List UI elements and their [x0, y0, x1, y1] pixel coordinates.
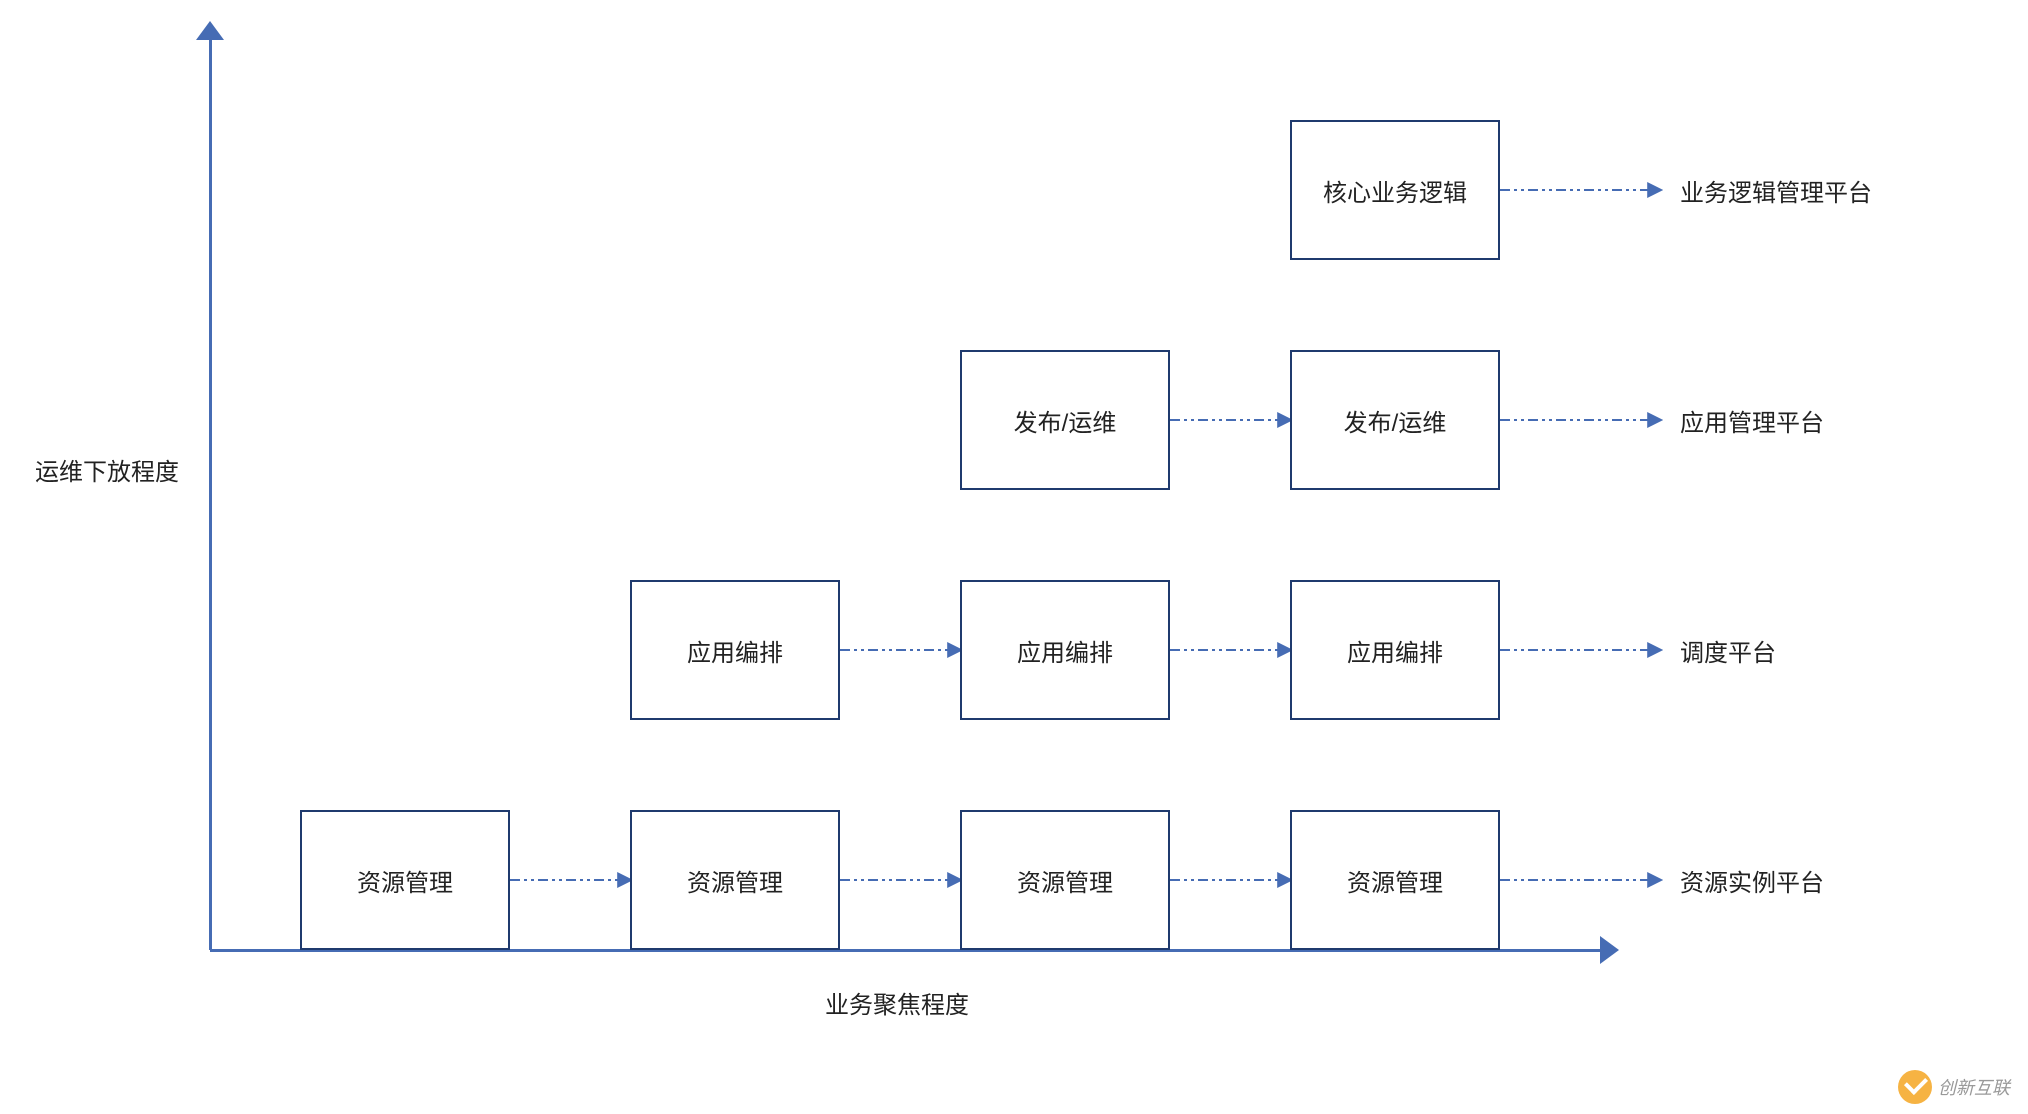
row-label: 资源实例平台	[1680, 863, 1824, 898]
row-label: 调度平台	[1680, 633, 1776, 668]
diagram-node-label: 应用编排	[1347, 633, 1443, 668]
diagram-node: 资源管理	[630, 810, 840, 950]
diagram-node: 资源管理	[300, 810, 510, 950]
diagram-node-label: 发布/运维	[1014, 403, 1117, 438]
diagram-node: 发布/运维	[960, 350, 1170, 490]
diagram-node: 资源管理	[960, 810, 1170, 950]
diagram-node-label: 资源管理	[687, 863, 783, 898]
diagram-node-label: 资源管理	[1347, 863, 1443, 898]
watermark-text: 创新互联	[1938, 1074, 2010, 1100]
diagram-node: 核心业务逻辑	[1290, 120, 1500, 260]
diagram-node: 资源管理	[1290, 810, 1500, 950]
diagram-node: 应用编排	[1290, 580, 1500, 720]
diagram-node-label: 资源管理	[1017, 863, 1113, 898]
watermark: 创新互联	[1898, 1070, 2010, 1104]
diagram-node: 应用编排	[630, 580, 840, 720]
row-label: 业务逻辑管理平台	[1680, 173, 1872, 208]
diagram-canvas: 运维下放程度 业务聚焦程度 资源管理资源管理资源管理资源管理应用编排应用编排应用…	[0, 0, 2028, 1114]
diagram-node: 应用编排	[960, 580, 1170, 720]
diagram-node-label: 发布/运维	[1344, 403, 1447, 438]
row-label: 应用管理平台	[1680, 403, 1824, 438]
diagram-node-label: 应用编排	[687, 633, 783, 668]
diagram-node: 发布/运维	[1290, 350, 1500, 490]
diagram-node-label: 核心业务逻辑	[1323, 173, 1467, 208]
diagram-node-label: 资源管理	[357, 863, 453, 898]
diagram-node-label: 应用编排	[1017, 633, 1113, 668]
logo-icon	[1898, 1070, 1932, 1104]
check-icon	[1904, 1071, 1928, 1095]
